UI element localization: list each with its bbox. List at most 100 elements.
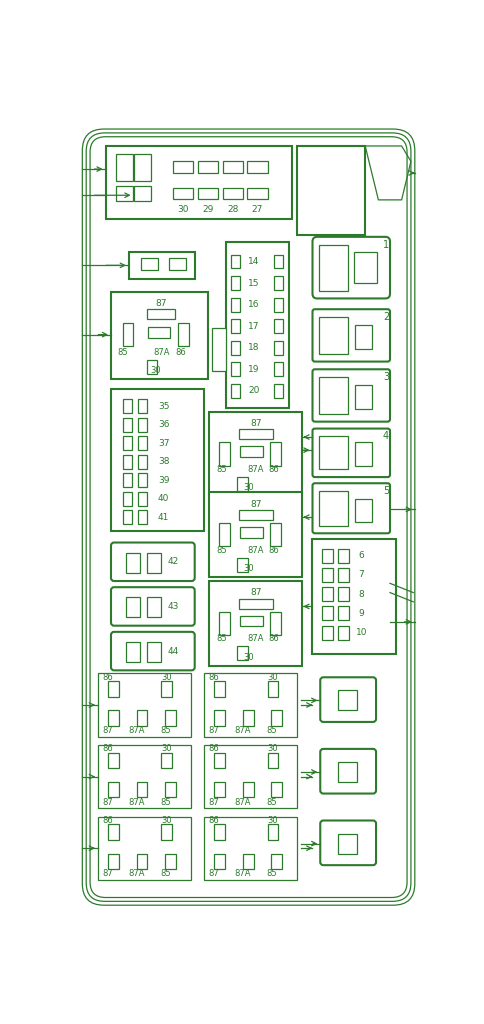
Bar [129,252,194,280]
Bar [222,162,242,173]
Bar [122,418,132,432]
Text: 14: 14 [247,257,259,266]
Bar [273,298,283,311]
Bar [273,319,283,333]
Bar [219,611,230,635]
Text: 7: 7 [358,570,363,580]
Text: 15: 15 [247,279,259,288]
Text: 29: 29 [202,206,213,214]
Text: 87A: 87A [234,726,251,735]
FancyBboxPatch shape [312,309,389,361]
Bar [354,442,371,466]
Bar [239,510,272,520]
Bar [212,329,225,371]
Bar [318,245,348,291]
Bar [337,549,348,562]
Bar [138,436,147,451]
Bar [242,782,253,798]
Bar [134,154,151,181]
Text: 30: 30 [267,744,278,754]
Bar [219,442,230,466]
Bar [239,446,262,457]
Bar [318,316,348,354]
Text: 38: 38 [158,457,169,466]
Bar [125,553,139,572]
Bar [321,568,332,582]
Bar [267,681,278,696]
Text: 85: 85 [160,869,170,879]
Text: 36: 36 [158,420,169,429]
Text: 85: 85 [216,634,227,643]
Bar [209,412,302,497]
Bar [337,587,348,601]
Bar [337,626,348,640]
Bar [273,255,283,268]
Text: 28: 28 [227,206,238,214]
Text: 44: 44 [167,646,178,655]
Bar [354,499,371,522]
Bar [353,252,376,283]
Text: 18: 18 [247,343,259,352]
Bar [213,711,225,726]
Bar [125,642,139,662]
Text: 87A: 87A [234,869,251,879]
Bar [209,493,302,578]
Bar [273,362,283,376]
Bar [148,327,169,339]
Text: 85: 85 [266,869,276,879]
Text: 86: 86 [175,348,186,356]
Text: 87: 87 [102,869,113,879]
Text: 87A: 87A [128,798,145,807]
Bar [98,674,190,736]
Bar [125,597,139,617]
Text: 30: 30 [177,206,188,214]
Bar [337,834,356,854]
Text: 30: 30 [242,652,253,662]
Bar [231,362,240,376]
Bar [296,146,364,234]
FancyBboxPatch shape [90,137,406,897]
Bar [321,606,332,621]
Bar [147,597,161,617]
FancyBboxPatch shape [319,677,375,722]
Bar [321,549,332,562]
Bar [222,187,242,199]
Text: 85: 85 [266,798,276,807]
Text: 87: 87 [208,798,219,807]
Bar [337,690,356,711]
Text: 42: 42 [167,557,178,566]
Bar [271,711,282,726]
Bar [239,599,272,608]
Text: 30: 30 [267,816,278,825]
Text: 30: 30 [267,673,278,682]
Text: 85: 85 [160,726,170,735]
Bar [122,455,132,469]
Bar [242,854,253,869]
Bar [197,162,217,173]
Bar [147,309,175,319]
Text: 2: 2 [382,312,389,322]
Bar [209,581,302,666]
Bar [225,243,288,408]
Text: 30: 30 [150,367,160,376]
Bar [141,258,158,270]
Bar [321,587,332,601]
Bar [107,753,119,768]
Bar [242,711,253,726]
Bar [273,384,283,397]
Bar [98,745,190,808]
FancyBboxPatch shape [111,632,194,671]
Bar [213,782,225,798]
Text: 87A: 87A [128,726,145,735]
Bar [197,187,217,199]
Bar [354,325,371,349]
Bar [115,154,133,181]
Text: 19: 19 [247,365,259,374]
Text: 85: 85 [216,546,227,555]
Text: 87A: 87A [247,465,264,474]
Bar [318,490,348,525]
Text: 87A: 87A [153,348,169,356]
FancyBboxPatch shape [312,429,389,477]
FancyBboxPatch shape [82,129,414,905]
FancyBboxPatch shape [86,133,410,901]
